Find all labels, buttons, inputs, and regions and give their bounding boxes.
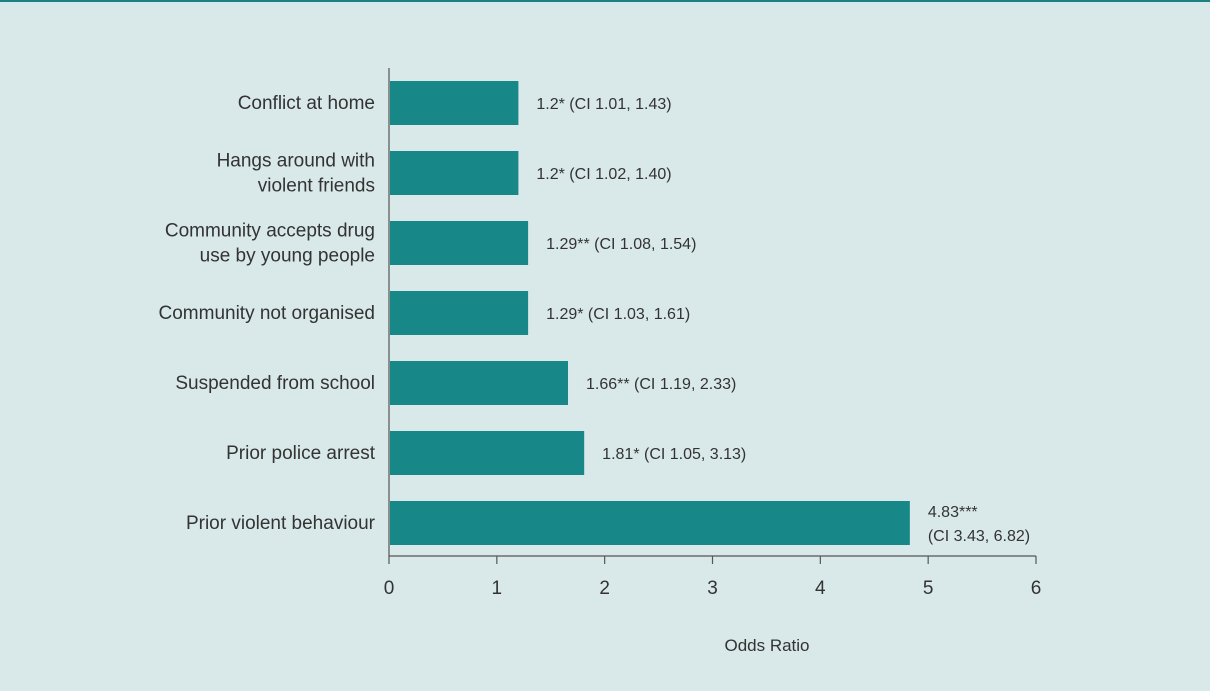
x-tick-label-0: 0 — [384, 578, 395, 599]
category-label-0: Conflict at home — [238, 93, 375, 114]
x-tick-label-3: 3 — [707, 578, 718, 599]
value-label-0: 1.2* (CI 1.01, 1.43) — [536, 96, 671, 113]
bar-5 — [390, 431, 585, 475]
value-label-3: 1.29* (CI 1.03, 1.61) — [546, 306, 690, 323]
bar-0 — [390, 81, 519, 125]
top-accent-rule — [0, 0, 1210, 2]
bar-1 — [390, 151, 519, 195]
category-label-4: Suspended from school — [175, 373, 375, 394]
value-label-5: 1.81* (CI 1.05, 3.13) — [602, 446, 746, 463]
category-label-3: Community not organised — [159, 303, 376, 324]
x-tick-label-5: 5 — [923, 578, 934, 599]
category-label-2: Community accepts drug use by young peopl… — [165, 221, 375, 267]
bar-4 — [390, 361, 569, 405]
bar-3 — [390, 291, 529, 335]
category-label-6: Prior violent behaviour — [186, 513, 376, 534]
category-label-1: Hangs around with violent friends — [217, 151, 375, 197]
x-tick-label-6: 6 — [1031, 578, 1042, 599]
value-label-1: 1.2* (CI 1.02, 1.40) — [536, 166, 671, 183]
x-axis-title: Odds Ratio — [724, 636, 809, 655]
category-label-5: Prior police arrest — [226, 443, 376, 464]
x-tick-label-2: 2 — [599, 578, 610, 599]
value-label-4: 1.66** (CI 1.19, 2.33) — [586, 376, 736, 393]
value-label-6: 4.83*** (CI 3.43, 6.82) — [928, 504, 1030, 545]
x-tick-label-1: 1 — [492, 578, 503, 599]
bar-6 — [390, 501, 910, 545]
x-tick-label-4: 4 — [815, 578, 826, 599]
value-label-2: 1.29** (CI 1.08, 1.54) — [546, 236, 696, 253]
bar-2 — [390, 221, 529, 265]
